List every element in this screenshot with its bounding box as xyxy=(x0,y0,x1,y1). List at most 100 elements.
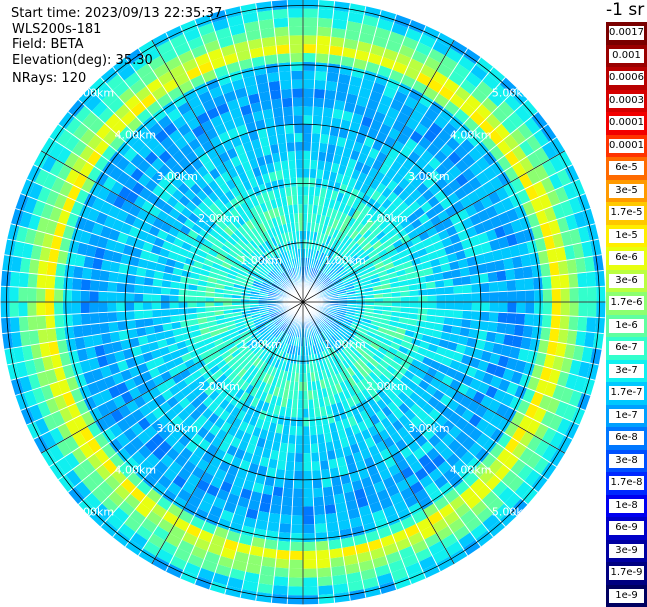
data-cell xyxy=(196,307,206,314)
data-cell xyxy=(240,67,255,79)
data-cell xyxy=(340,258,350,267)
data-cell xyxy=(365,232,376,243)
data-cell xyxy=(11,331,22,348)
data-cell xyxy=(87,134,103,151)
colorbar-tick-label: 0.0003 xyxy=(609,93,644,108)
data-cell xyxy=(541,276,552,290)
data-cell xyxy=(259,456,270,468)
data-cell xyxy=(382,355,393,365)
data-cell xyxy=(236,542,252,555)
data-cell xyxy=(271,376,279,387)
data-cell xyxy=(258,244,267,254)
data-cell xyxy=(276,44,290,55)
data-cell xyxy=(457,258,469,269)
data-cell xyxy=(338,339,347,349)
data-cell xyxy=(267,260,275,269)
data-cell xyxy=(103,375,117,389)
data-cell xyxy=(294,453,303,463)
data-cell xyxy=(359,226,369,236)
data-cell xyxy=(235,276,245,283)
data-cell xyxy=(499,509,517,527)
data-cell xyxy=(477,329,488,341)
data-cell xyxy=(153,270,164,280)
data-cell xyxy=(67,403,82,420)
data-cell xyxy=(317,323,324,332)
data-cell xyxy=(349,443,361,455)
data-cell xyxy=(382,302,392,307)
data-cell xyxy=(131,345,143,357)
data-cell xyxy=(392,223,404,234)
data-cell xyxy=(160,48,178,64)
data-cell xyxy=(4,239,16,257)
data-cell xyxy=(21,242,34,259)
data-cell xyxy=(503,257,514,270)
data-cell xyxy=(487,321,498,333)
data-cell xyxy=(283,178,291,188)
data-cell xyxy=(281,312,290,319)
data-cell xyxy=(203,337,214,346)
data-cell xyxy=(355,371,365,382)
data-cell xyxy=(261,556,276,568)
data-cell xyxy=(268,171,278,182)
field-label: Field: BETA xyxy=(12,37,84,52)
data-cell xyxy=(271,152,281,163)
data-cell xyxy=(235,205,245,216)
data-cell xyxy=(236,468,248,480)
data-cell xyxy=(64,452,80,470)
data-cell xyxy=(479,119,495,136)
ray-spoke xyxy=(302,14,397,303)
data-cell xyxy=(377,346,388,356)
data-cell xyxy=(228,269,238,277)
data-cell xyxy=(255,234,265,245)
azimuth-line xyxy=(151,39,455,565)
data-cell xyxy=(511,426,527,443)
data-cell xyxy=(19,375,33,393)
colorbar-swatch: 1.7e-5 xyxy=(606,202,647,225)
data-cell xyxy=(181,109,197,123)
data-cell xyxy=(178,510,194,524)
data-cell xyxy=(471,283,481,294)
data-cell xyxy=(413,385,426,398)
ray-spoke xyxy=(302,99,529,303)
data-cell xyxy=(310,151,319,161)
data-cell xyxy=(150,348,162,360)
data-cell xyxy=(372,226,383,237)
data-cell xyxy=(261,314,271,321)
data-cell xyxy=(252,346,262,355)
data-cell xyxy=(122,348,134,360)
data-cell xyxy=(49,206,63,223)
data-cell xyxy=(297,390,303,400)
data-cell xyxy=(303,390,309,400)
data-cell xyxy=(354,285,364,291)
ray-spoke xyxy=(239,6,304,303)
data-cell xyxy=(287,8,303,18)
data-cell xyxy=(223,338,234,347)
data-cell xyxy=(341,482,354,494)
data-cell xyxy=(271,495,283,506)
data-cell xyxy=(196,111,211,125)
data-cell xyxy=(350,273,360,281)
data-cell xyxy=(446,341,458,352)
data-cell xyxy=(273,281,282,288)
data-cell xyxy=(362,318,372,324)
data-cell xyxy=(303,506,315,516)
data-cell xyxy=(400,234,411,245)
data-cell xyxy=(362,352,373,362)
data-cell xyxy=(376,102,390,116)
data-cell xyxy=(49,159,65,177)
data-cell xyxy=(254,519,269,531)
data-cell xyxy=(344,346,354,355)
data-cell xyxy=(276,254,283,264)
data-cell xyxy=(465,94,482,111)
data-cell xyxy=(350,364,359,374)
data-cell xyxy=(424,56,441,71)
data-cell xyxy=(347,580,364,592)
data-cell xyxy=(125,539,144,556)
data-cell xyxy=(323,432,333,443)
data-cell xyxy=(92,334,103,347)
data-cell xyxy=(400,296,410,302)
data-cell xyxy=(275,329,283,338)
data-cell xyxy=(101,428,116,444)
data-cell xyxy=(336,253,345,263)
data-cell xyxy=(210,213,222,225)
